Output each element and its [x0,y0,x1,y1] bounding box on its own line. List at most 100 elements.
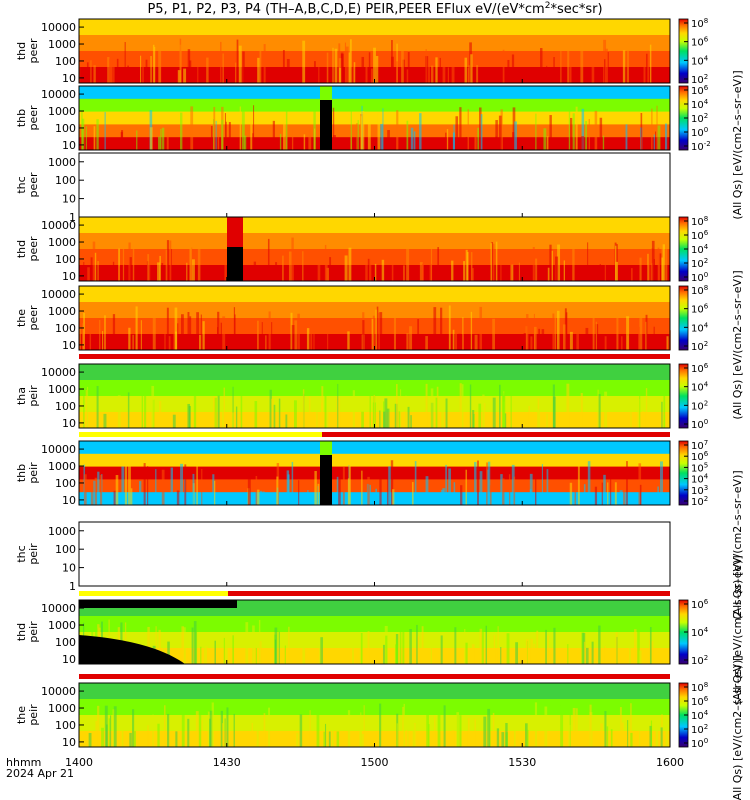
heatmap-streak [505,722,508,747]
colorbar-tick-exp: 2 [704,73,708,81]
heatmap-streak [328,731,331,747]
heatmap-streak [458,333,461,350]
heatmap-streak [325,264,328,281]
heatmap-streak [357,120,359,150]
heatmap-streak [476,65,479,83]
heatmap-streak [403,411,406,428]
heatmap-streak [340,52,344,83]
heatmap-streak [645,388,648,428]
heatmap-streak [402,706,404,747]
heatmap-streak [442,56,446,83]
heatmap-streak [124,264,126,281]
heatmap-streak [257,57,260,83]
colorbar-tick-base: 10 [691,463,704,474]
y-axis-label-line1: thb [15,464,28,482]
x-tick-label: 1430 [213,756,241,769]
heatmap-streak [492,318,495,350]
heatmap-streak [426,707,429,747]
heatmap-streak [410,415,412,428]
heatmap-streak [121,715,124,747]
heatmap-streak [581,108,585,150]
heatmap-streak [385,635,388,664]
heatmap-streak [361,470,363,505]
y-tick-label: 10000 [41,288,76,301]
heatmap-streak [201,468,203,505]
heatmap-streak [109,58,113,83]
heatmap-streak [193,390,197,428]
heatmap-streak [435,397,438,428]
heatmap-streak [510,392,512,428]
heatmap-streak [252,133,254,150]
heatmap-streak [428,724,430,747]
heatmap-band [79,479,670,493]
colorbar-tick-exp: 4 [704,98,709,106]
heatmap-streak [534,478,537,505]
colorbar-tick-exp: 2 [704,257,708,265]
colorbar-tick-exp: 8 [704,284,708,292]
heatmap-streak [220,322,222,350]
heatmap-streak [577,465,580,505]
heatmap-streak [637,398,640,428]
status-bar-segment [79,674,670,679]
heatmap-streak [129,257,132,281]
colorbar-tick-exp: 4 [704,626,709,634]
heatmap-streak [466,251,469,281]
heatmap-streak [195,711,199,747]
heatmap-streak [436,386,439,428]
heatmap-streak [150,55,152,83]
heatmap-streak [159,401,162,428]
heatmap-streak [352,65,355,83]
colorbar-tick-base: 10 [691,75,704,86]
heatmap-streak [421,626,424,664]
panel-thd-peir: 10000 1000 100 10 thdpeir [15,599,671,666]
heatmap-streak [99,474,103,505]
heatmap-streak [576,318,579,350]
colorbar-tick-exp: 4 [704,381,709,389]
y-axis-label-line1: the [15,706,28,724]
heatmap-streak [477,460,479,505]
heatmap-streak [610,475,612,505]
heatmap-streak [104,315,106,350]
heatmap-streak [168,336,171,350]
heatmap-streak [640,113,643,150]
heatmap-streak [443,705,446,747]
heatmap-streak [286,470,290,505]
heatmap-streak [485,625,488,664]
heatmap-streak [373,394,375,428]
heatmap-streak [142,54,144,83]
heatmap-streak [649,44,652,83]
heatmap-streak [259,41,262,83]
heatmap-streak [231,412,234,428]
heatmap-streak [569,64,572,83]
heatmap-streak [201,720,203,747]
panel-frame [78,152,671,218]
heatmap-streak [339,67,342,83]
heatmap-streak [513,476,516,505]
heatmap-streak [665,716,669,747]
heatmap-streak [275,262,278,281]
heatmap-streak [250,117,253,150]
heatmap-streak [478,403,482,428]
heatmap-streak [627,720,629,747]
heatmap-streak [541,329,545,350]
colorbar-tick-exp: 0 [704,271,708,279]
x-axis-ticks: 1400 1430 1500 1530 1600 [65,756,684,769]
heatmap-streak [660,727,663,747]
heatmap-streak [367,476,370,505]
y-axis-label: thdpeer [15,38,40,64]
colorbar-tick-label: 107 [691,439,708,452]
y-tick-label: 10 [62,736,76,749]
heatmap-streak [217,311,220,350]
heatmap-streak [302,40,306,83]
heatmap-streak [425,476,429,505]
heatmap-streak [630,703,632,747]
panel-thc-peir: 1000 100 10 1 thcpeir [15,521,671,593]
heatmap-streak [263,491,265,505]
heatmap-streak [631,268,633,281]
y-tick-label: 10000 [41,443,76,456]
heatmap-streak [479,306,483,350]
heatmap-streak [226,707,229,747]
heatmap-streak [307,490,309,505]
y-tick-label: 100 [55,719,76,732]
